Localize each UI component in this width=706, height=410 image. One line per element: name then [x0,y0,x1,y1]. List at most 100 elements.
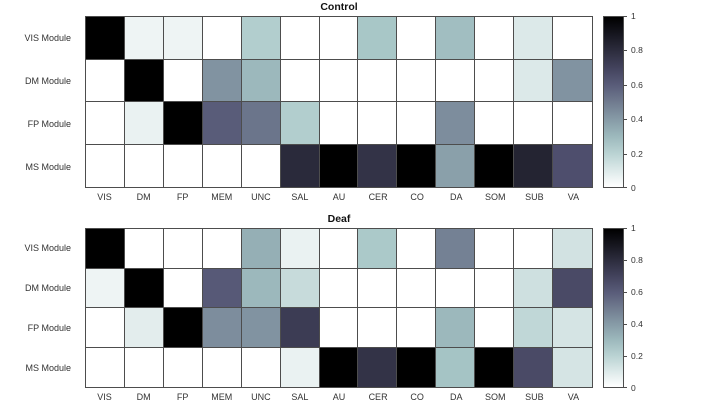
heatmap-cell [436,229,476,269]
heatmap-cell [202,308,242,348]
heatmap-cell [124,268,164,308]
colorbar-tick-label: 0 [631,183,636,193]
heatmap-cell [553,308,592,348]
colorbar-tick-mark [624,356,627,357]
col-label: DA [449,192,463,202]
colorbar-tick-mark [624,153,627,155]
heatmap-cell [202,268,242,308]
heatmap-cell [202,229,242,269]
heatmap-cell [241,17,281,60]
heatmap-cell [202,59,242,102]
colorbar-tick-label: 0.6 [631,287,643,297]
col-label: AU [332,192,346,202]
colorbar-tick-mark [624,50,627,52]
heatmap-cell [553,102,592,145]
col-label: SUB [525,192,544,202]
col-label: SAL [291,192,309,202]
heatmap-cell [124,347,164,387]
heatmap-cell [202,144,242,187]
heatmap-cell [86,102,125,145]
colorbar-tick-label: 0.2 [631,351,643,361]
heatmap-cell [358,102,398,145]
row-labels-control: VIS Module DM Module FP Module MS Module [0,16,78,188]
heatmap-cell [163,268,203,308]
heatmap-cell [202,102,242,145]
col-label: SOM [485,192,506,202]
heatmap-cell [241,229,281,269]
heatmap-cell [241,347,281,387]
colorbar-tick-label: 0.8 [631,255,643,265]
heatmap-cell [436,347,476,387]
heatmap-cell [280,229,320,269]
heatmap-cell [553,17,592,60]
heatmap-cell [319,308,359,348]
heatmap-cell [319,17,359,60]
row-labels-deaf: VIS Module DM Module FP Module MS Module [0,228,78,388]
heatmap-cell [163,308,203,348]
col-label: DA [449,392,463,402]
colorbar-tick-mark [624,228,627,229]
heatmap-cell [436,59,476,102]
heatmap-cell [397,268,437,308]
heatmap-cell [397,347,437,387]
heatmap-cell [163,347,203,387]
heatmap-cell [553,144,592,187]
heatmap-cell [280,102,320,145]
heatmap-cell [124,229,164,269]
col-label: VIS [97,392,112,402]
heatmap-cell [241,308,281,348]
heatmap-cell [280,17,320,60]
heatmap-cell [475,59,515,102]
heatmap-cell [358,347,398,387]
col-label: MEM [211,392,233,402]
row-label: MS Module [25,363,71,373]
heatmap-cell [475,347,515,387]
heatmap-cell [475,17,515,60]
heatmap-cell [553,229,592,269]
colorbar-tick-mark [624,84,627,86]
heatmap-cell [358,308,398,348]
row-label: MS Module [25,161,71,172]
heatmap-cell [436,144,476,187]
col-label: DM [136,192,151,202]
col-label: CO [410,192,424,202]
colorbar-deaf: 1 0.8 0.6 0.4 0.2 0 [603,223,703,393]
heatmap-cell [202,347,242,387]
row-label: VIS Module [24,243,71,253]
panel-title-deaf: Deaf [327,213,351,225]
heatmap-cell [514,144,554,187]
heatmap-cell [397,17,437,60]
heatmap-cell [163,229,203,269]
heatmap-cell [514,59,554,102]
colorbar-tick-label: 1 [631,223,636,233]
heatmap-cell [241,144,281,187]
heatmap-cell [241,268,281,308]
row-label: VIS Module [24,32,71,43]
colorbar-gradient [603,16,624,188]
heatmap-cell [553,347,592,387]
heatmap-cell [553,268,592,308]
heatmap-grid-deaf [85,228,593,388]
heatmap-cell [163,59,203,102]
heatmap-cell [397,308,437,348]
heatmap-cell [241,102,281,145]
heatmap-cell [124,144,164,187]
row-label: DM Module [24,283,71,293]
col-label: DM [136,392,151,402]
heatmap-cell [475,308,515,348]
heatmap-cell [436,17,476,60]
heatmap-cell [202,17,242,60]
col-label: UNC [251,192,271,202]
heatmap-cell [514,17,554,60]
heatmap-cell [86,17,125,60]
colorbar-tick-mark [624,16,627,17]
heatmap-cell [514,308,554,348]
row-label: FP Module [27,118,71,129]
colorbar-tick-mark [624,292,627,293]
col-label: SAL [291,392,309,402]
colorbar-tick-label: 0.4 [631,114,643,125]
heatmap-cell [163,17,203,60]
row-label: DM Module [24,75,71,86]
heatmap-cell [397,144,437,187]
